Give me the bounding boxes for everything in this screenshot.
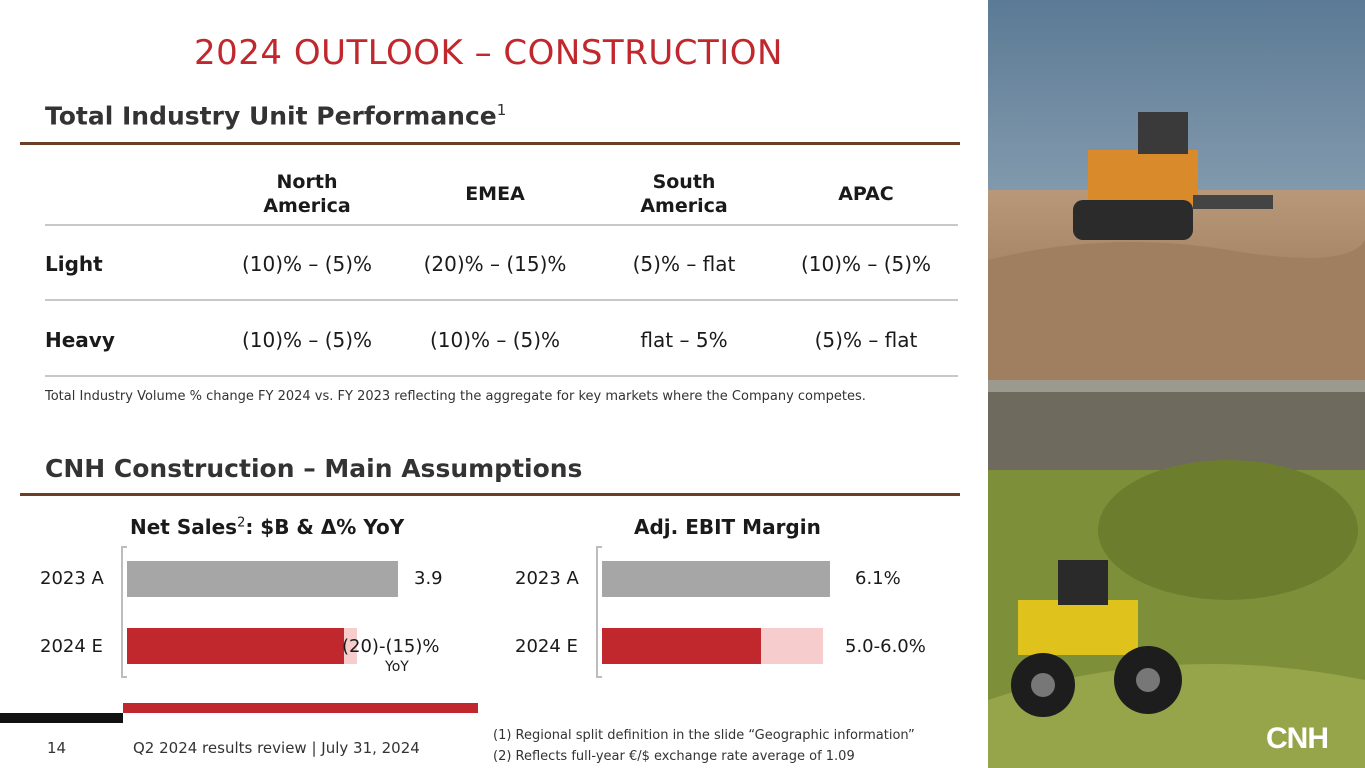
bar-2024-range	[760, 628, 823, 664]
table-cell: (20)% – (15)%	[423, 252, 567, 276]
ebit-chart-title: Adj. EBIT Margin	[634, 515, 821, 539]
table-cell: (10)% – (5)%	[429, 328, 561, 352]
section-heading-text: Total Industry Unit Performance	[45, 101, 497, 131]
construction-photo	[988, 0, 1365, 768]
table-cell: (10)% – (5)%	[800, 252, 932, 276]
footnote-1: (1) Regional split definition in the sli…	[493, 728, 915, 743]
bar-2024-estimate	[127, 628, 344, 664]
axis-bracket	[121, 611, 127, 678]
category-label: 2024 E	[40, 636, 103, 657]
photo-illustration	[988, 0, 1365, 768]
row-label: Heavy	[45, 328, 115, 352]
footnote-ref: 1	[496, 101, 507, 119]
table-cell: flat – 5%	[640, 328, 728, 352]
column-header: North America	[263, 171, 351, 217]
table-cell: (10)% – (5)%	[241, 328, 373, 352]
cnh-logo: CNH	[1266, 722, 1329, 755]
footer-text: Q2 2024 results review | July 31, 2024	[133, 739, 420, 757]
column-header: EMEA	[465, 183, 525, 205]
table-rule	[45, 299, 958, 301]
footer-bar-red	[123, 703, 478, 713]
table-cell: (5)% – flat	[632, 252, 736, 276]
table-cell: (10)% – (5)%	[241, 252, 373, 276]
table-rule	[45, 224, 958, 226]
data-label: 6.1%	[855, 568, 901, 589]
table-cell: (5)% – flat	[814, 328, 918, 352]
bar-2023-actual	[127, 561, 398, 597]
row-label: Light	[45, 252, 103, 276]
category-label: 2023 A	[40, 568, 104, 589]
footnote-2: (2) Reflects full-year €/$ exchange rate…	[493, 749, 855, 764]
footer-bar-black	[0, 713, 123, 723]
table-note: Total Industry Volume % change FY 2024 v…	[45, 389, 866, 404]
net-sales-chart-title: Net Sales2: $B & Δ% YoY	[130, 515, 404, 539]
chart-title-suffix: : $B & Δ% YoY	[245, 515, 405, 539]
axis-bracket	[596, 611, 602, 678]
data-label: 5.0-6.0%	[845, 636, 926, 657]
axis-bracket	[596, 546, 602, 611]
page-title: 2024 OUTLOOK – CONSTRUCTION	[194, 33, 783, 73]
category-label: 2024 E	[515, 636, 578, 657]
axis-bracket	[121, 546, 127, 611]
bar-2024-estimate	[602, 628, 761, 664]
bar-2023-actual	[602, 561, 830, 597]
bar-2024-range	[343, 628, 358, 664]
data-label-note: YoY	[385, 659, 409, 675]
section-heading-industry: Total Industry Unit Performance1	[45, 101, 506, 130]
table-rule	[45, 375, 958, 377]
column-header: South America	[640, 171, 728, 217]
data-label: 3.9	[414, 568, 443, 589]
section-rule	[20, 493, 960, 496]
section-heading-assumptions: CNH Construction – Main Assumptions	[45, 454, 583, 483]
column-header: APAC	[838, 183, 894, 205]
data-label: (20)-(15)%	[342, 636, 440, 657]
footnote-ref: 2	[237, 515, 246, 531]
page-number: 14	[47, 739, 67, 757]
category-label: 2023 A	[515, 568, 579, 589]
section-rule	[20, 142, 960, 145]
chart-title-text: Net Sales	[130, 515, 238, 539]
